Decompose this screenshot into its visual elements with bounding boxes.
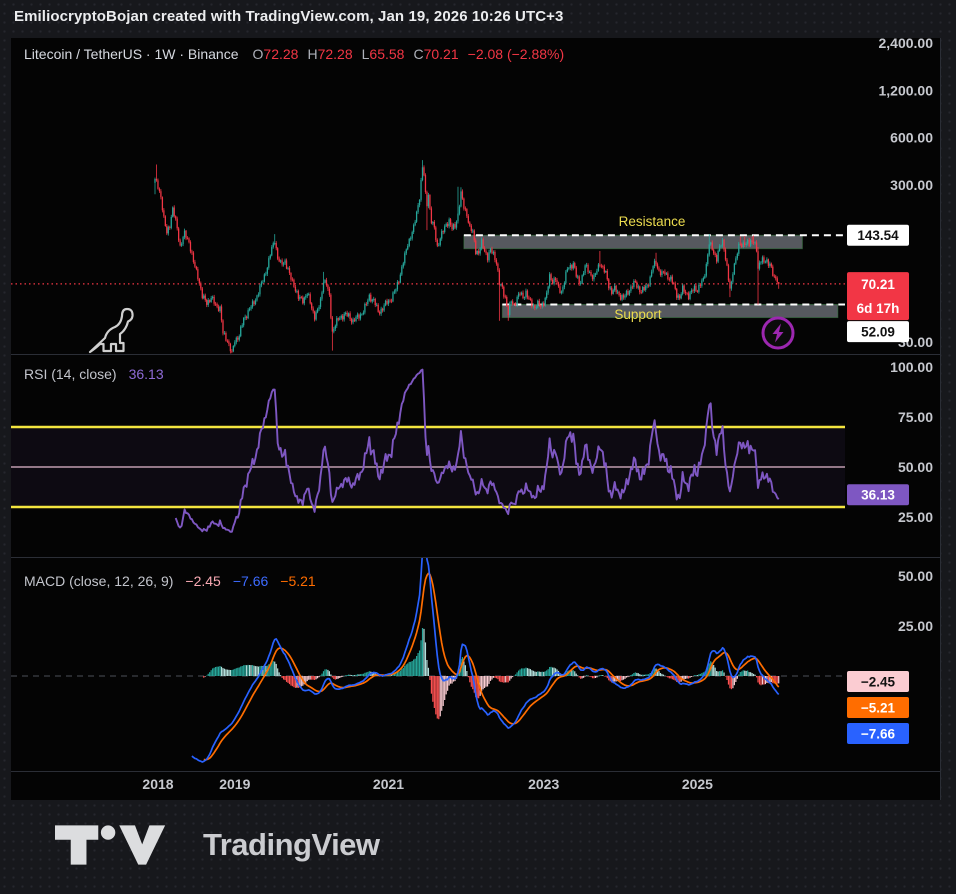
rsi-value-badge-text: 36.13 <box>861 488 895 503</box>
attribution-text: EmiliocryptoBojan created with TradingVi… <box>14 8 564 25</box>
resistance-price-badge <box>847 224 909 246</box>
chart-canvas[interactable]: Resistance Support <box>11 35 941 800</box>
macd-value-badge <box>847 723 909 744</box>
time-axis[interactable]: 2018 2019 2021 2023 2025 <box>142 776 713 792</box>
chart-area[interactable]: Resistance Support <box>11 35 941 800</box>
boost-button[interactable] <box>761 316 795 350</box>
tradingview-logo-text: TradingView <box>203 827 380 862</box>
last-price-badge <box>847 272 909 321</box>
axis-badges: 143.54 70.21 6d 17h 52.09 36.13 −2.45 −5.21 −7.… <box>847 224 909 744</box>
rsi-panel <box>11 368 845 533</box>
resistance-label: Resistance <box>619 214 686 229</box>
year-label: 2018 <box>142 776 173 792</box>
support-price-badge <box>847 321 909 343</box>
year-label: 2021 <box>373 776 404 792</box>
rsi-tick-label: 100.00 <box>890 359 933 375</box>
price-zones <box>463 234 845 319</box>
price-tick-label: 1,200.00 <box>879 82 934 98</box>
macd-panel <box>11 558 845 763</box>
support-price-badge-text: 52.09 <box>861 324 895 339</box>
price-tick-label: 300.00 <box>890 177 933 193</box>
footer-branding: TradingView <box>55 824 380 866</box>
rsi-tick-label: 50.00 <box>898 459 933 475</box>
rsi-value-badge <box>847 484 909 506</box>
rsi-axis[interactable]: 100.00 75.00 50.00 25.00 <box>890 359 933 525</box>
last-price-badge-text: 70.21 <box>861 277 895 292</box>
macd-tick-label: 50.00 <box>898 568 933 584</box>
year-label: 2023 <box>528 776 559 792</box>
macd-tick-label: 25.00 <box>898 618 933 634</box>
candlestick-series <box>154 160 780 354</box>
year-label: 2019 <box>219 776 250 792</box>
macd-value-badge-text: −5.21 <box>861 700 896 715</box>
lightning-icon <box>772 323 784 343</box>
macd-series <box>191 558 780 763</box>
price-tick-label: 2,400.00 <box>879 38 934 51</box>
bar-countdown-text: 6d 17h <box>857 301 900 316</box>
year-label: 2025 <box>682 776 713 792</box>
macd-value-badge <box>847 671 909 692</box>
macd-value-badge-text: −2.45 <box>861 674 896 689</box>
support-label: Support <box>614 307 662 322</box>
tradingview-logo-icon <box>55 825 166 865</box>
rsi-tick-label: 25.00 <box>898 509 933 525</box>
rsi-series <box>174 368 780 533</box>
dino-watermark <box>88 307 134 354</box>
macd-value-badge <box>847 697 909 718</box>
main-panel: Resistance Support <box>11 160 845 354</box>
resistance-price-badge-text: 143.54 <box>857 228 899 243</box>
macd-axis[interactable]: 50.00 25.00 <box>898 568 933 634</box>
rsi-tick-label: 75.00 <box>898 409 933 425</box>
price-tick-label: 600.00 <box>890 130 933 146</box>
macd-value-badge-text: −7.66 <box>861 726 896 741</box>
